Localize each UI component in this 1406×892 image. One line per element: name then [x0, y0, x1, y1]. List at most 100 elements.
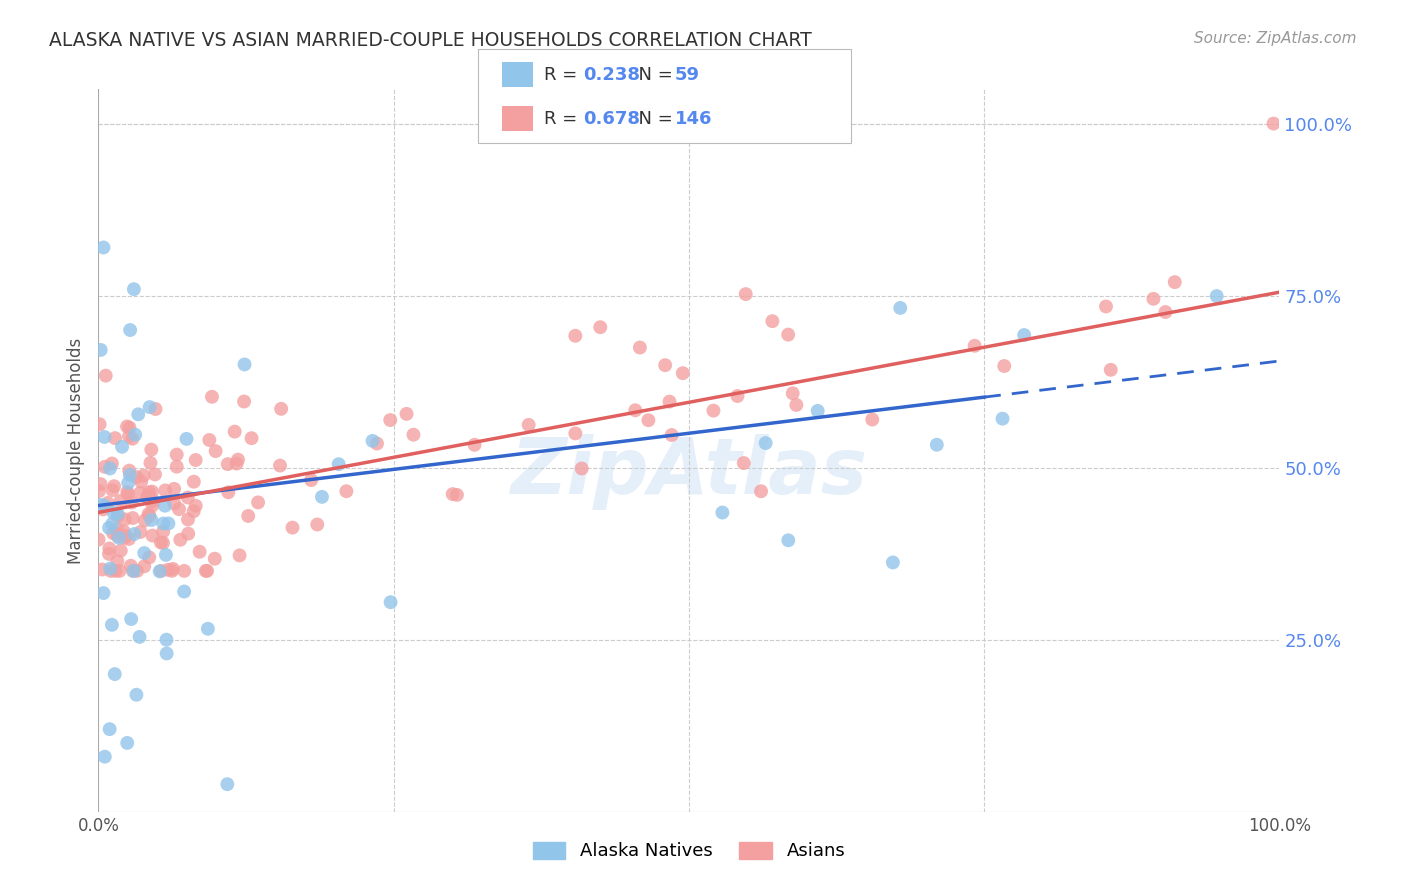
Asians	[152, 524, 174, 539]
Asians	[138, 485, 160, 500]
Alaska Natives	[117, 475, 139, 490]
Alaska Natives	[98, 461, 121, 475]
Asians	[101, 526, 124, 541]
Asians	[129, 524, 152, 539]
Asians	[204, 551, 226, 566]
Asians	[184, 453, 207, 467]
Asians	[727, 389, 749, 403]
Asians	[110, 493, 132, 508]
Asians	[177, 526, 200, 541]
Asians	[115, 419, 138, 434]
Asians	[637, 413, 659, 427]
Alaska Natives	[90, 343, 112, 357]
Asians	[138, 508, 160, 523]
Text: ALASKA NATIVE VS ASIAN MARRIED-COUPLE HOUSEHOLDS CORRELATION CHART: ALASKA NATIVE VS ASIAN MARRIED-COUPLE HO…	[49, 31, 811, 50]
Alaska Natives	[889, 301, 911, 315]
Alaska Natives	[108, 531, 131, 545]
Text: 146: 146	[675, 110, 713, 128]
Asians	[217, 485, 239, 500]
Alaska Natives	[157, 516, 180, 531]
Alaska Natives	[125, 688, 148, 702]
Alaska Natives	[141, 513, 163, 527]
Asians	[749, 484, 772, 499]
Alaska Natives	[925, 438, 948, 452]
Asians	[98, 547, 121, 561]
Asians	[177, 491, 200, 505]
Asians	[141, 484, 163, 499]
Asians	[589, 320, 612, 334]
Alaska Natives	[1205, 289, 1227, 303]
Y-axis label: Married-couple Households: Married-couple Households	[66, 337, 84, 564]
Asians	[247, 495, 270, 509]
Asians	[89, 417, 111, 432]
Alaska Natives	[217, 777, 239, 791]
Alaska Natives	[115, 736, 138, 750]
Alaska Natives	[156, 647, 179, 661]
Asians	[114, 512, 136, 526]
Asians	[108, 564, 131, 578]
Alaska Natives	[173, 584, 195, 599]
Alaska Natives	[328, 457, 350, 471]
Asians	[112, 524, 135, 539]
Asians	[446, 488, 468, 502]
Asians	[963, 339, 986, 353]
Asians	[156, 563, 179, 577]
Alaska Natives	[155, 632, 177, 647]
Text: 0.238: 0.238	[583, 66, 641, 84]
Asians	[117, 485, 139, 500]
Asians	[104, 431, 127, 445]
Alaska Natives	[991, 411, 1014, 425]
Asians	[163, 496, 186, 510]
Alaska Natives	[138, 400, 160, 414]
Asians	[160, 564, 183, 578]
Asians	[761, 314, 783, 328]
Asians	[201, 390, 224, 404]
Text: N =: N =	[627, 110, 679, 128]
Alaska Natives	[101, 617, 124, 632]
Asians	[166, 459, 188, 474]
Asians	[87, 533, 110, 547]
Alaska Natives	[176, 432, 198, 446]
Alaska Natives	[93, 586, 115, 600]
Asians	[132, 468, 155, 483]
Asians	[564, 328, 586, 343]
Asians	[169, 533, 191, 547]
Asians	[1142, 292, 1164, 306]
Asians	[110, 543, 132, 558]
Alaska Natives	[120, 612, 142, 626]
Asians	[150, 564, 173, 578]
Alaska Natives	[104, 667, 127, 681]
Alaska Natives	[807, 404, 830, 418]
Asians	[204, 444, 226, 458]
Alaska Natives	[93, 240, 115, 254]
Asians	[517, 417, 540, 432]
Asians	[122, 564, 145, 578]
Asians	[395, 407, 418, 421]
Asians	[149, 535, 172, 549]
Alaska Natives	[128, 630, 150, 644]
Asians	[125, 470, 148, 484]
Asians	[195, 564, 218, 578]
Asians	[661, 428, 683, 442]
Asians	[654, 358, 676, 372]
Asians	[628, 341, 651, 355]
Alaska Natives	[233, 358, 256, 372]
Alaska Natives	[93, 430, 115, 444]
Asians	[138, 507, 160, 521]
Alaska Natives	[107, 507, 129, 521]
Asians	[91, 502, 114, 516]
Asians	[120, 558, 142, 573]
Alaska Natives	[103, 506, 125, 520]
Asians	[138, 550, 160, 565]
Asians	[702, 403, 724, 417]
Asians	[270, 401, 292, 416]
Asians	[94, 459, 117, 474]
Asians	[103, 479, 125, 493]
Asians	[233, 394, 256, 409]
Asians	[441, 487, 464, 501]
Asians	[136, 488, 159, 502]
Asians	[993, 359, 1015, 373]
Asians	[100, 564, 122, 578]
Asians	[240, 431, 263, 445]
Text: N =: N =	[627, 66, 679, 84]
